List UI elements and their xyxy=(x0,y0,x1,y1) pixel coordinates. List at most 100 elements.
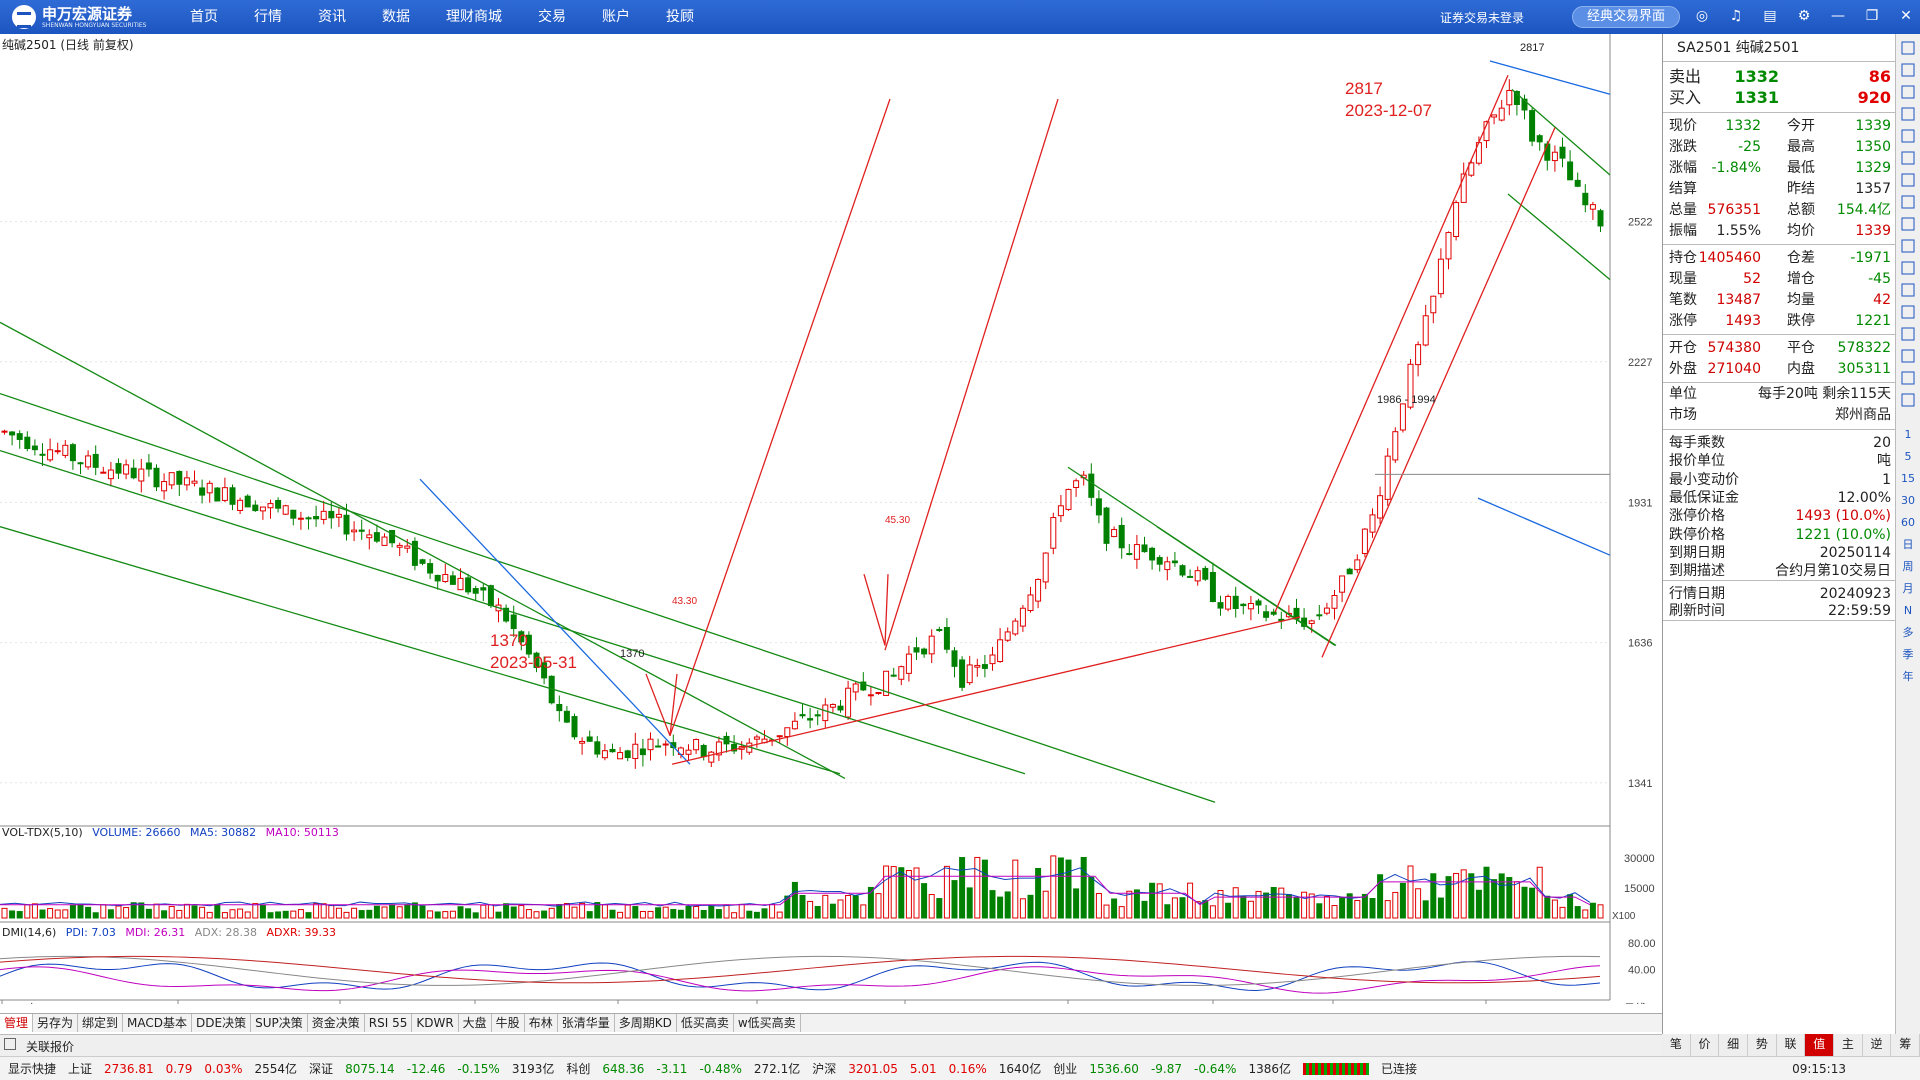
collapse-icon[interactable] xyxy=(4,1038,16,1050)
period-button[interactable]: 1 xyxy=(1904,428,1912,441)
tab-reverse[interactable]: 逆 xyxy=(1863,1034,1892,1056)
headset-icon[interactable]: ♫ xyxy=(1729,8,1743,24)
candle-body xyxy=(1392,431,1399,461)
drawing-tool-icon[interactable] xyxy=(1901,327,1915,341)
period-button[interactable]: 60 xyxy=(1901,516,1915,529)
tab-sup[interactable]: SUP决策 xyxy=(251,1014,308,1032)
candle-body xyxy=(221,487,228,501)
linked-quote-bar[interactable]: 关联报价 xyxy=(0,1034,1920,1056)
drawing-tool-icon[interactable] xyxy=(1901,107,1915,121)
menu-home[interactable]: 首页 xyxy=(190,9,218,25)
tab-trend[interactable]: 势 xyxy=(1748,1034,1777,1056)
candle-body xyxy=(784,727,791,738)
period-button[interactable]: 5 xyxy=(1904,450,1912,463)
menu-trade[interactable]: 交易 xyxy=(538,9,566,25)
drawing-tool-icon[interactable] xyxy=(1901,283,1915,297)
period-button[interactable]: 季 xyxy=(1902,648,1914,661)
drawing-tool-icon[interactable] xyxy=(1901,129,1915,143)
quote-cell: 578322 xyxy=(1837,340,1891,356)
volume-bar xyxy=(1544,895,1551,919)
tab-macd[interactable]: MACD基本 xyxy=(123,1014,193,1032)
brand-logo[interactable]: 申万宏源证券 SHENWAN HONGYUAN SECURITIES xyxy=(12,5,147,29)
tool-icon-column[interactable] xyxy=(1896,34,1920,424)
drawing-tool-icon[interactable] xyxy=(1901,239,1915,253)
message-icon[interactable]: ▤ xyxy=(1763,8,1777,24)
close-icon[interactable]: ✕ xyxy=(1900,8,1912,24)
tab-bind[interactable]: 绑定到 xyxy=(78,1014,124,1032)
drawing-tool-icon[interactable] xyxy=(1901,41,1915,55)
index-hs-name[interactable]: 沪深 xyxy=(812,1062,837,1076)
menu-quotes[interactable]: 行情 xyxy=(254,9,282,25)
classic-trade-button[interactable]: 经典交易界面 xyxy=(1572,6,1680,28)
drawing-tool-icon[interactable] xyxy=(1901,63,1915,77)
drawing-tool-icon[interactable] xyxy=(1901,261,1915,275)
drawing-tool-icon[interactable] xyxy=(1901,349,1915,363)
minimize-icon[interactable]: — xyxy=(1831,8,1845,24)
period-button[interactable]: 日 xyxy=(1902,538,1914,551)
maximize-icon[interactable]: ❐ xyxy=(1865,8,1879,24)
tab-market[interactable]: 大盘 xyxy=(459,1014,492,1032)
quote-cell: 576351 xyxy=(1707,202,1761,218)
period-button[interactable]: 周 xyxy=(1902,560,1914,573)
settings-icon[interactable]: ⚙ xyxy=(1797,8,1811,24)
tab-detail[interactable]: 细 xyxy=(1719,1034,1749,1056)
volume-bar xyxy=(974,856,981,919)
quote-cell: 1350 xyxy=(1855,139,1891,155)
tab-value[interactable]: 值 xyxy=(1805,1034,1835,1056)
menu-news[interactable]: 资讯 xyxy=(318,9,346,25)
index-sh-name[interactable]: 上证 xyxy=(68,1062,93,1076)
chart-area[interactable]: 2522 2227 1931 1636 1341 2817 2023-12-07 1370 20… xyxy=(0,34,1662,1004)
period-button[interactable]: 多 xyxy=(1902,626,1914,639)
drawing-tool-icon[interactable] xyxy=(1901,393,1915,407)
menu-account[interactable]: 账户 xyxy=(602,9,630,25)
period-button[interactable]: 月 xyxy=(1902,582,1914,595)
volume-bar xyxy=(1035,867,1042,919)
tab-bull[interactable]: 牛股 xyxy=(492,1014,525,1032)
tab-linked[interactable]: 联 xyxy=(1777,1034,1806,1056)
drawing-tool-icon[interactable] xyxy=(1901,85,1915,99)
drawing-tool-icon[interactable] xyxy=(1901,305,1915,319)
menu-data[interactable]: 数据 xyxy=(382,9,410,25)
tab-tick[interactable]: 笔 xyxy=(1662,1034,1691,1056)
tab-price[interactable]: 价 xyxy=(1691,1034,1720,1056)
candle-body xyxy=(1232,595,1239,610)
tab-boll[interactable]: 布林 xyxy=(525,1014,558,1032)
candle-body xyxy=(290,509,297,519)
candle-body xyxy=(1574,179,1581,187)
tab-chips[interactable]: 筹 xyxy=(1891,1034,1920,1056)
tab-w-low-buy[interactable]: w低买高卖 xyxy=(734,1014,801,1032)
date-axis-label: 4 xyxy=(342,1003,348,1004)
period-button[interactable]: 年 xyxy=(1902,670,1914,683)
quick-display[interactable]: 显示快捷 xyxy=(8,1062,57,1076)
drawing-tool-icon[interactable] xyxy=(1901,173,1915,187)
index-sz-name[interactable]: 深证 xyxy=(309,1062,334,1076)
kline-chart[interactable]: 2522 2227 1931 1636 1341 2817 2023-12-07 1370 20… xyxy=(0,34,1662,1004)
candle-body xyxy=(1004,631,1011,641)
tab-main[interactable]: 主 xyxy=(1834,1034,1863,1056)
candle-body xyxy=(860,681,867,691)
menu-advisor[interactable]: 投顾 xyxy=(666,9,694,25)
tab-save-as[interactable]: 另存为 xyxy=(33,1014,79,1032)
tab-kdwr[interactable]: KDWR xyxy=(412,1014,459,1032)
volume-bar xyxy=(1430,873,1437,919)
tab-fund[interactable]: 资金决策 xyxy=(308,1014,365,1032)
quote-cell: 振幅 xyxy=(1669,223,1697,239)
period-button[interactable]: N xyxy=(1903,604,1913,617)
tab-low-buy[interactable]: 低买高卖 xyxy=(677,1014,734,1032)
tab-rsi[interactable]: RSI 55 xyxy=(365,1014,413,1032)
period-button[interactable]: 30 xyxy=(1901,494,1915,507)
vol-ma5: MA5: 30882 xyxy=(189,826,257,839)
index-kc-name[interactable]: 科创 xyxy=(566,1062,591,1076)
index-cy-name[interactable]: 创业 xyxy=(1053,1062,1078,1076)
drawing-tool-icon[interactable] xyxy=(1901,195,1915,209)
tab-manage[interactable]: 管理 xyxy=(0,1014,34,1032)
tab-zqh[interactable]: 张清华量 xyxy=(558,1014,615,1032)
tab-dde[interactable]: DDE决策 xyxy=(192,1014,252,1032)
menu-wealth[interactable]: 理财商城 xyxy=(446,9,502,25)
tab-multi-kd[interactable]: 多周期KD xyxy=(615,1014,677,1032)
skin-icon[interactable]: ◎ xyxy=(1695,8,1709,24)
drawing-tool-icon[interactable] xyxy=(1901,217,1915,231)
drawing-tool-icon[interactable] xyxy=(1901,371,1915,385)
drawing-tool-icon[interactable] xyxy=(1901,151,1915,165)
period-button[interactable]: 15 xyxy=(1901,472,1915,485)
